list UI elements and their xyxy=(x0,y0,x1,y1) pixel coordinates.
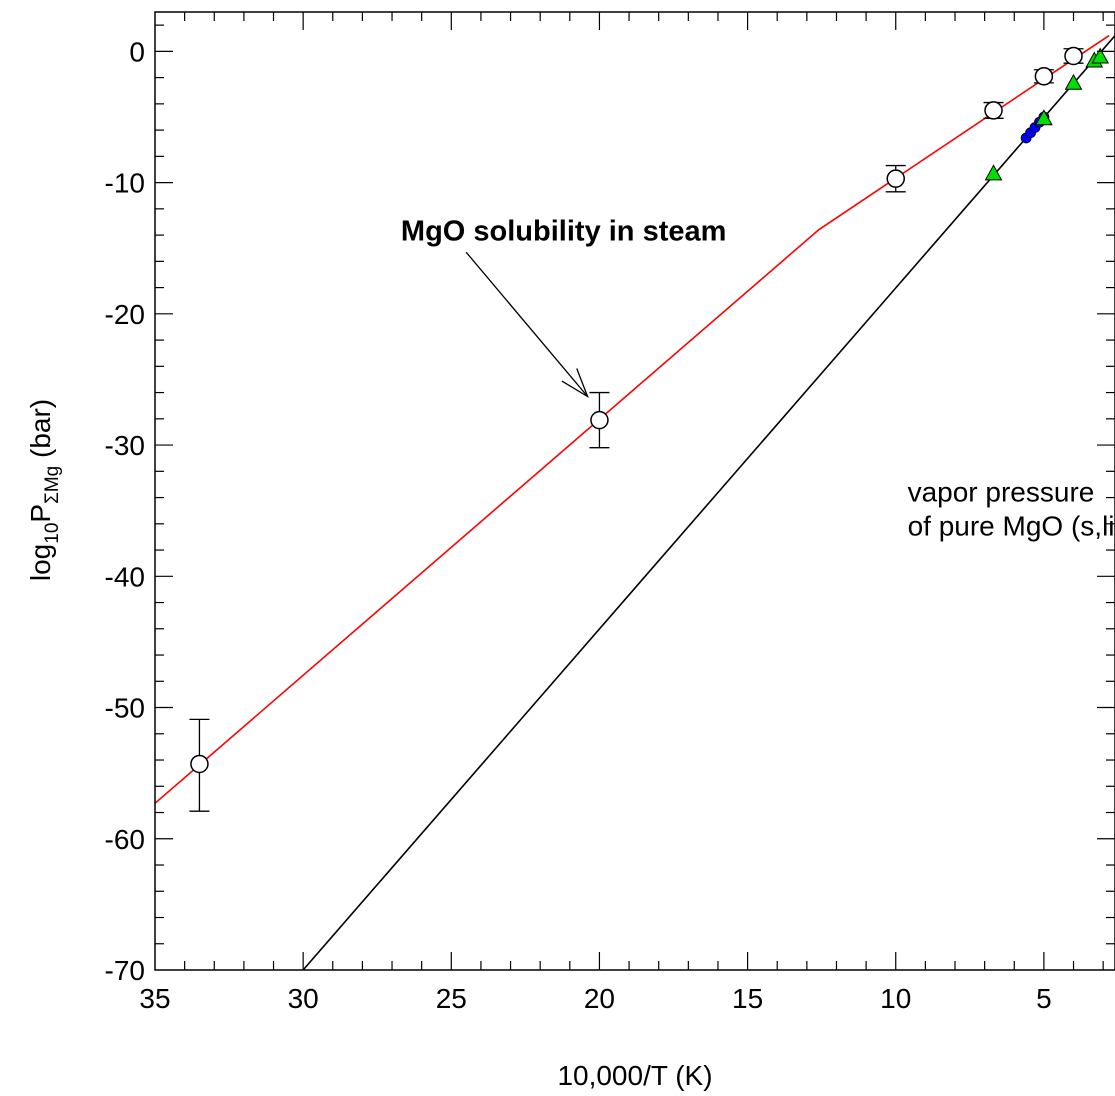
svg-text:log10PΣMg (bar): log10PΣMg (bar) xyxy=(25,399,63,581)
y-tick-label: 0 xyxy=(129,36,145,67)
y-axis-label: log10PΣMg (bar) xyxy=(25,399,63,581)
data-point-open-circle xyxy=(191,755,208,772)
y-axis-label-sub1: 10 xyxy=(42,523,63,544)
annotation-arrow-shaft xyxy=(466,252,587,396)
y-tick-label: -30 xyxy=(105,430,145,461)
y-tick-label: -40 xyxy=(105,561,145,592)
x-tick-label: 30 xyxy=(288,983,319,1014)
y-tick-label: -60 xyxy=(105,824,145,855)
annotation-mgo-solubility: MgO solubility in steam xyxy=(401,215,726,247)
data-point-open-circle xyxy=(985,102,1002,119)
x-tick-label: 20 xyxy=(584,983,615,1014)
x-tick-label: 25 xyxy=(436,983,467,1014)
y-axis-label-unit: (bar) xyxy=(25,399,56,466)
data-point-open-circle xyxy=(1065,47,1082,64)
y-tick-label: -50 xyxy=(105,693,145,724)
x-tick-label: 5 xyxy=(1036,983,1052,1014)
data-point-open-circle xyxy=(887,170,904,187)
annotation-line: vapor pressure xyxy=(908,476,1095,507)
y-tick-label: -20 xyxy=(105,299,145,330)
y-axis-label-main: P xyxy=(25,504,56,523)
data-point-open-circle xyxy=(1035,68,1052,85)
data-point-open-circle xyxy=(591,412,608,429)
y-tick-label: -70 xyxy=(105,955,145,986)
y-axis-label-base: log xyxy=(25,544,56,581)
x-axis-label: 10,000/T (K) xyxy=(557,1060,712,1091)
y-axis-label-sub2: ΣMg xyxy=(42,466,63,504)
x-tick-label: 35 xyxy=(139,983,170,1014)
annotation-line: of pure MgO (s,liq) xyxy=(908,510,1115,541)
mgo-solubility-line xyxy=(155,36,1109,804)
y-tick-label: -10 xyxy=(105,168,145,199)
x-tick-label: 10 xyxy=(880,983,911,1014)
data-point-green-triangle xyxy=(986,165,1002,179)
x-tick-label: 15 xyxy=(732,983,763,1014)
